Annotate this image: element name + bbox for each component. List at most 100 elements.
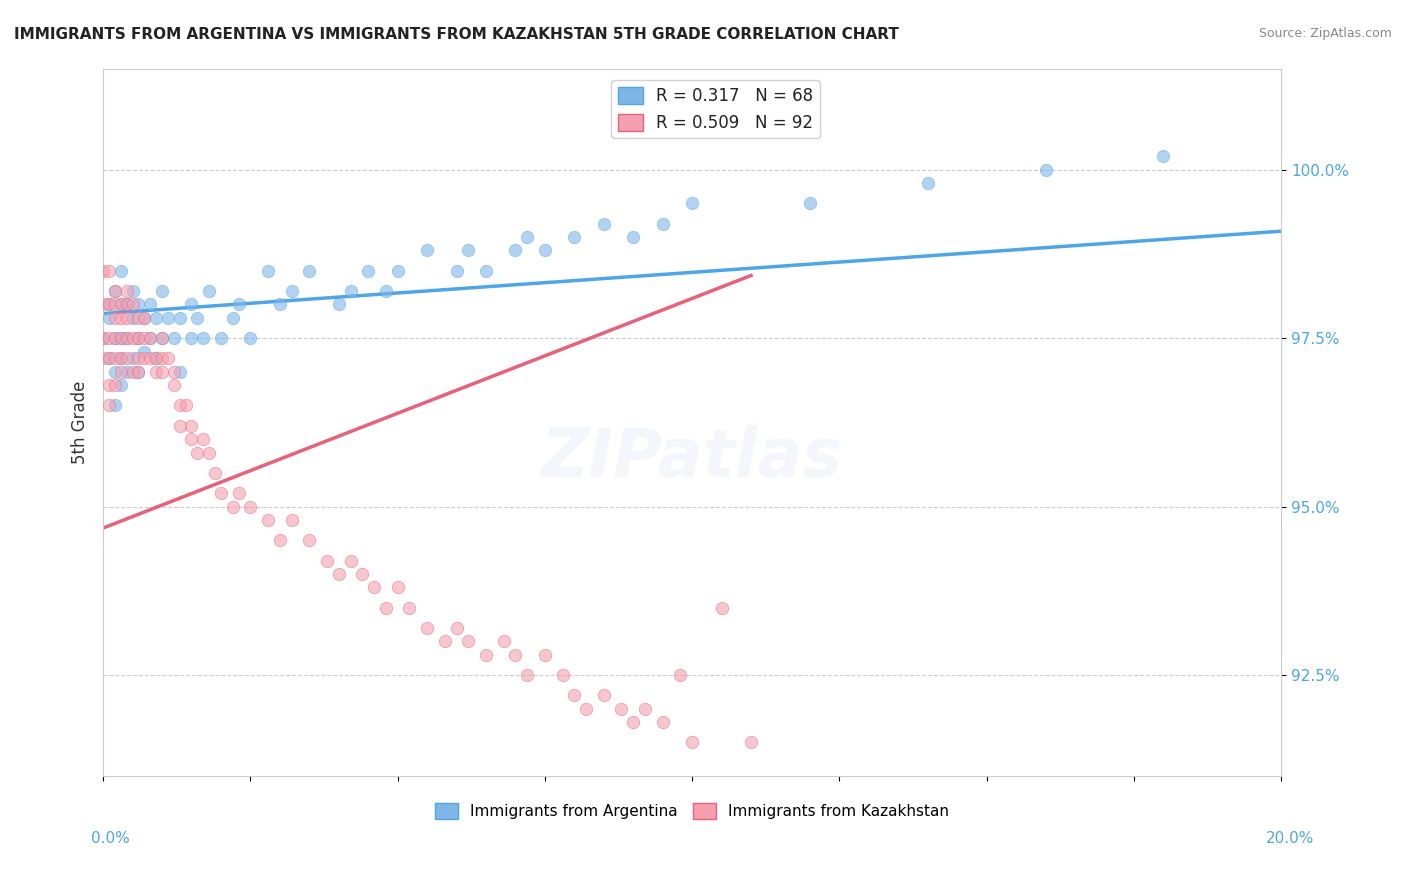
Point: [228, 486, 250, 500]
Point: [104, 331, 127, 345]
Point: [204, 466, 226, 480]
Point: [239, 331, 262, 345]
Point: [150, 351, 173, 366]
Point: [150, 331, 173, 345]
Point: [610, 702, 633, 716]
Point: [127, 351, 149, 366]
Point: [110, 263, 132, 277]
Point: [169, 365, 191, 379]
Point: [115, 297, 138, 311]
Point: [104, 378, 127, 392]
Point: [98, 310, 121, 325]
Point: [127, 365, 149, 379]
Point: [115, 351, 138, 366]
Point: [127, 331, 149, 345]
Point: [98, 351, 121, 366]
Point: [228, 297, 250, 311]
Point: [110, 365, 132, 379]
Point: [115, 297, 138, 311]
Point: [145, 310, 167, 325]
Point: [121, 351, 143, 366]
Point: [710, 600, 733, 615]
Point: [298, 263, 321, 277]
Point: [169, 310, 191, 325]
Point: [91, 297, 114, 311]
Point: [104, 310, 127, 325]
Point: [110, 378, 132, 392]
Point: [387, 263, 409, 277]
Point: [209, 486, 232, 500]
Point: [416, 621, 439, 635]
Point: [416, 244, 439, 258]
Point: [298, 533, 321, 548]
Point: [115, 365, 138, 379]
Point: [134, 344, 156, 359]
Point: [139, 331, 162, 345]
Point: [156, 310, 179, 325]
Point: [174, 399, 197, 413]
Point: [1035, 162, 1057, 177]
Point: [121, 297, 143, 311]
Point: [433, 634, 456, 648]
Point: [150, 284, 173, 298]
Point: [374, 600, 396, 615]
Point: [516, 230, 538, 244]
Point: [145, 365, 167, 379]
Point: [139, 351, 162, 366]
Point: [134, 310, 156, 325]
Point: [352, 566, 374, 581]
Point: [339, 553, 361, 567]
Point: [505, 648, 527, 662]
Point: [169, 418, 191, 433]
Point: [115, 331, 138, 345]
Point: [156, 351, 179, 366]
Point: [357, 263, 380, 277]
Point: [104, 284, 127, 298]
Point: [98, 331, 121, 345]
Point: [121, 310, 143, 325]
Point: [115, 331, 138, 345]
Point: [139, 331, 162, 345]
Point: [492, 634, 515, 648]
Text: IMMIGRANTS FROM ARGENTINA VS IMMIGRANTS FROM KAZAKHSTAN 5TH GRADE CORRELATION CH: IMMIGRANTS FROM ARGENTINA VS IMMIGRANTS …: [14, 27, 898, 42]
Point: [98, 351, 121, 366]
Point: [681, 196, 703, 211]
Point: [363, 581, 385, 595]
Point: [222, 500, 245, 514]
Point: [799, 196, 821, 211]
Point: [104, 399, 127, 413]
Point: [562, 230, 585, 244]
Point: [104, 331, 127, 345]
Point: [516, 668, 538, 682]
Text: 0.0%: 0.0%: [91, 831, 131, 846]
Point: [446, 621, 468, 635]
Point: [193, 331, 215, 345]
Point: [592, 688, 614, 702]
Point: [193, 432, 215, 446]
Point: [222, 310, 245, 325]
Point: [121, 284, 143, 298]
Point: [127, 310, 149, 325]
Point: [104, 351, 127, 366]
Point: [280, 284, 302, 298]
Point: [163, 365, 186, 379]
Point: [209, 331, 232, 345]
Point: [110, 351, 132, 366]
Point: [551, 668, 574, 682]
Point: [163, 378, 186, 392]
Point: [328, 566, 350, 581]
Text: Source: ZipAtlas.com: Source: ZipAtlas.com: [1258, 27, 1392, 40]
Point: [180, 297, 202, 311]
Point: [134, 331, 156, 345]
Point: [110, 310, 132, 325]
Point: [316, 553, 339, 567]
Point: [110, 297, 132, 311]
Point: [534, 244, 557, 258]
Point: [127, 331, 149, 345]
Point: [621, 715, 644, 730]
Point: [110, 297, 132, 311]
Point: [115, 310, 138, 325]
Point: [669, 668, 692, 682]
Point: [98, 399, 121, 413]
Point: [374, 284, 396, 298]
